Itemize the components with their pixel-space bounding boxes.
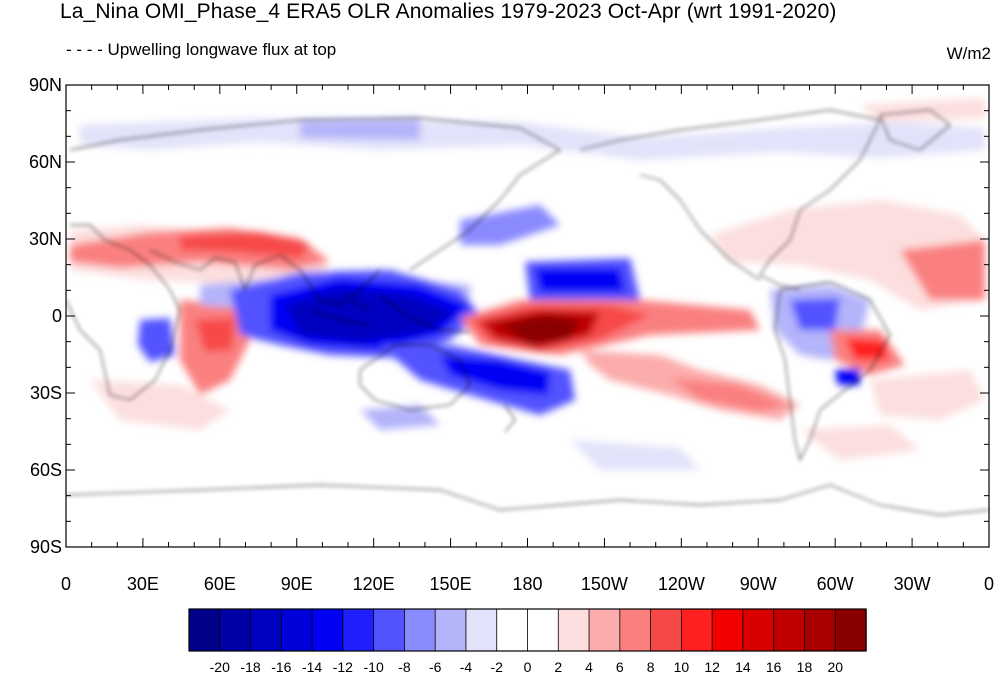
colorbar-swatch [650,608,683,652]
colorbar-frame [188,608,867,652]
coastlines [66,109,989,516]
colorbar-swatch [773,608,806,652]
longitude-label: 150W [581,574,628,594]
colorbar-swatch [711,608,744,652]
colorbar-swatch [434,608,467,652]
colorbar-swatch [588,608,621,652]
longitude-label: 180 [512,574,542,594]
latitude-labels: 90N 60N 30N 0 30S 60S 90S [29,75,62,557]
colorbar-swatch [373,608,406,652]
latitude-label: 0 [52,306,62,326]
colorbar-swatch [834,608,867,652]
colorbar-swatch [404,608,436,652]
colorbar-label: 16 [766,659,782,675]
colorbar-label: -2 [491,659,504,675]
colorbar-swatch [680,608,713,652]
longitude-label: 30E [127,574,159,594]
map-subtitle: - - - - Upwelling longwave flux at top [66,40,337,59]
colorbar-label: -16 [271,659,291,675]
longitude-label: 0 [984,574,994,594]
latitude-label: 60S [30,460,62,480]
longitude-label: 30W [894,574,931,594]
latitude-label: 60N [29,152,62,172]
colorbar-label: 6 [616,659,624,675]
colorbar-swatch [557,608,590,652]
colorbar-label: -6 [429,659,442,675]
colorbar-swatch [311,608,344,652]
olr-anomaly-field [66,85,989,547]
longitude-label: 150E [430,574,472,594]
colorbar-labels: -20 -18 -16 -14 -12 -10 -8 -6 -4 -2 0 2 4 6 8 10 12 14 16 1… [210,659,844,675]
longitude-label: 120E [353,574,395,594]
colorbar-label: 18 [797,659,813,675]
colorbar-swatch [742,608,775,652]
colorbar-swatch [619,608,652,652]
axis-ticks [65,84,990,548]
longitude-label: 120W [658,574,705,594]
longitude-label: 60W [817,574,854,594]
colorbar-label: 2 [554,659,562,675]
colorbar-swatch [342,608,375,652]
colorbar-label: -18 [240,659,260,675]
longitude-label: 90E [281,574,313,594]
latitude-label: 30S [30,383,62,403]
colorbar-label: -12 [333,659,353,675]
colorbar-swatch [188,608,221,652]
colorbar-label: -8 [398,659,411,675]
colorbar-label: -10 [364,659,384,675]
colorbar-label: 20 [827,659,843,675]
latitude-label: 90S [30,537,62,557]
colorbar-label: -4 [460,659,473,675]
latitude-label: 90N [29,75,62,95]
colorbar-label: 0 [524,659,532,675]
colorbar-swatch [250,608,283,652]
colorbar-label: 12 [704,659,720,675]
colorbar-label: -14 [302,659,322,675]
colorbar-swatch [527,608,559,652]
colorbar-swatch [219,608,252,652]
colorbar-label: 4 [585,659,593,675]
map-title: La_Nina OMI_Phase_4 ERA5 OLR Anomalies 1… [60,0,837,23]
colorbar [188,608,867,652]
longitude-label: 60E [204,574,236,594]
colorbar-label: 14 [735,659,751,675]
colorbar-label: 8 [647,659,655,675]
units-label: W/m2 [946,44,991,63]
colorbar-swatch [496,608,529,652]
longitude-label: 90W [740,574,777,594]
colorbar-swatch [804,608,836,652]
colorbar-label: -20 [210,659,230,675]
longitude-labels: 0 30E 60E 90E 120E 150E 180 150W 120W 90W 60W 30W 0 [61,574,994,594]
colorbar-swatch [280,608,313,652]
colorbar-swatch [465,608,498,652]
colorbar-label: 10 [674,659,690,675]
longitude-label: 0 [61,574,71,594]
latitude-label: 30N [29,229,62,249]
